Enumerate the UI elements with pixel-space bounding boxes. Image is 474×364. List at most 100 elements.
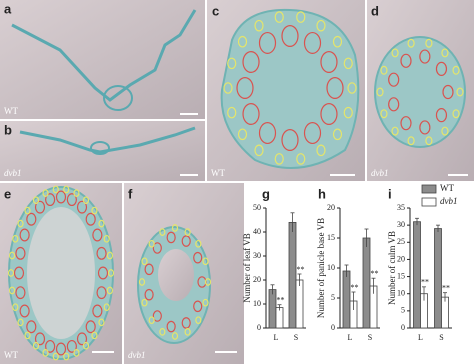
significance: ** xyxy=(297,265,305,274)
panel-label: WT xyxy=(211,168,225,178)
vascular-bundle xyxy=(425,136,433,146)
vascular-bundle xyxy=(52,185,59,194)
vascular-bundle xyxy=(193,251,203,264)
vascular-bundle xyxy=(152,242,162,254)
leaf-section xyxy=(19,126,196,154)
vascular-bundle xyxy=(82,341,90,350)
panel-label: dvb1 xyxy=(4,168,22,178)
y-tick-label: 25 xyxy=(397,237,405,246)
vascular-bundle xyxy=(13,266,25,280)
vascular-bundle xyxy=(15,246,26,260)
x-tick-label: S xyxy=(368,333,372,342)
midrib xyxy=(90,141,110,155)
panel-letter: c xyxy=(212,3,219,18)
vascular-bundle xyxy=(254,19,264,32)
vascular-bundle xyxy=(195,316,202,325)
vascular-bundle xyxy=(258,31,277,54)
vascular-bundle xyxy=(419,120,431,135)
vascular-bundle xyxy=(326,76,344,99)
vascular-bundle xyxy=(26,320,37,334)
vascular-bundle xyxy=(171,224,179,232)
bar xyxy=(288,221,297,329)
vascular-bundle xyxy=(184,328,191,336)
vascular-bundle xyxy=(316,144,326,157)
vascular-bundle xyxy=(91,331,98,340)
tissue xyxy=(220,8,360,169)
legend-label: WT xyxy=(440,183,454,193)
vascular-bundle xyxy=(141,298,148,307)
x-tick-label: L xyxy=(348,333,353,342)
vascular-bundle xyxy=(435,108,448,123)
vascular-bundle xyxy=(12,234,19,243)
vascular-bundle xyxy=(254,144,264,157)
vascular-bundle xyxy=(82,196,90,205)
vascular-bundle xyxy=(237,128,248,141)
vascular-bundle xyxy=(73,189,80,197)
significance: ** xyxy=(371,269,379,278)
y-tick-label: 15 xyxy=(397,271,405,280)
vascular-bundle xyxy=(19,304,30,318)
vascular-bundle xyxy=(316,19,326,32)
y-tick-label: 50 xyxy=(253,203,261,212)
y-tick-label: 0 xyxy=(257,323,261,332)
panel-label: dvb1 xyxy=(371,168,389,178)
y-tick-label: 0 xyxy=(401,323,405,332)
vascular-bundle xyxy=(144,288,154,301)
vascular-bundle xyxy=(320,102,338,125)
panel-letter: a xyxy=(4,1,12,16)
vascular-bundles xyxy=(7,11,464,361)
vascular-bundle xyxy=(103,303,110,312)
vascular-bundle xyxy=(148,316,155,325)
vascular-bundle xyxy=(166,231,176,244)
vascular-bundle xyxy=(407,38,415,48)
vascular-bundle xyxy=(380,65,388,75)
panel-label: dvb1 xyxy=(128,350,146,360)
vascular-bundle xyxy=(442,84,454,100)
vascular-bundle xyxy=(42,349,49,357)
vascular-bundle xyxy=(159,328,166,336)
vascular-bundle xyxy=(242,102,260,125)
vascular-bundle xyxy=(52,352,59,361)
vascular-bundle xyxy=(281,129,299,152)
vascular-bundle xyxy=(388,97,400,112)
significance: ** xyxy=(421,278,429,287)
vascular-bundle xyxy=(237,35,248,48)
bar xyxy=(362,237,371,329)
vascular-bundle xyxy=(92,228,103,242)
vascular-bundle xyxy=(15,286,26,300)
vascular-bundle xyxy=(441,126,449,136)
vascular-bundle xyxy=(32,196,40,205)
vascular-bundle xyxy=(258,122,277,145)
y-tick-label: 15 xyxy=(327,233,335,242)
y-tick-label: 20 xyxy=(397,254,405,263)
vascular-bundle xyxy=(17,318,24,327)
y-tick-label: 0 xyxy=(331,323,335,332)
y-tick-label: 10 xyxy=(397,289,405,298)
vascular-bundle xyxy=(98,318,105,327)
vascular-bundle xyxy=(400,53,412,68)
vascular-bundle xyxy=(24,206,31,215)
vascular-bundle xyxy=(227,106,237,119)
y-tick-label: 40 xyxy=(253,227,261,236)
y-tick-label: 30 xyxy=(253,251,261,260)
y-tick-label: 20 xyxy=(327,203,335,212)
vascular-bundle xyxy=(24,331,31,340)
panel-letter: g xyxy=(262,186,270,201)
vascular-bundle xyxy=(55,342,67,356)
vascular-bundle xyxy=(63,185,70,194)
leaf-section xyxy=(11,9,197,102)
x-tick-label: L xyxy=(418,333,423,342)
vascular-bundle xyxy=(388,72,400,87)
y-tick-label: 5 xyxy=(331,293,335,302)
panel-label: WT xyxy=(4,106,18,116)
vascular-bundle xyxy=(159,228,166,236)
y-tick-label: 5 xyxy=(401,306,405,315)
vascular-bundle xyxy=(391,126,399,136)
pith xyxy=(27,207,95,339)
panel-letter: d xyxy=(371,3,379,18)
vascular-bundle xyxy=(242,50,260,73)
vascular-bundle xyxy=(332,35,343,48)
significance: ** xyxy=(351,283,359,292)
vascular-bundle xyxy=(193,300,203,313)
x-tick-label: S xyxy=(439,333,443,342)
